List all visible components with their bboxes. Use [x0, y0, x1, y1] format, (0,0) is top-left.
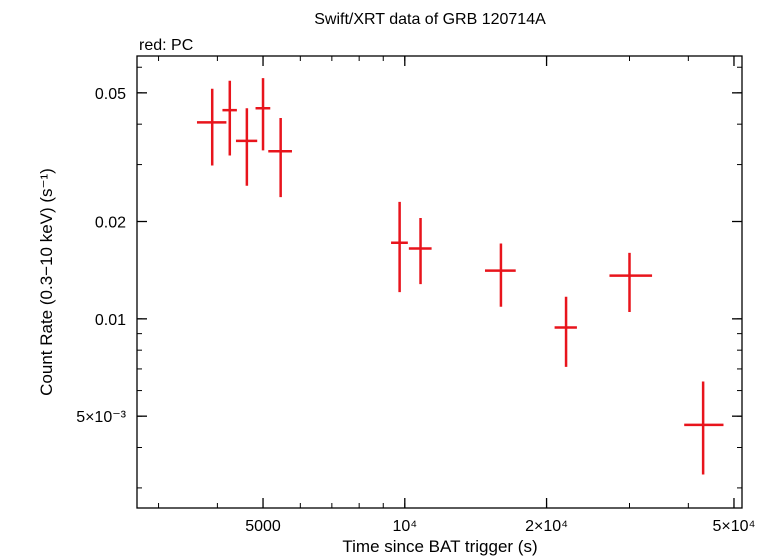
data-point	[684, 381, 724, 475]
data-point	[609, 252, 653, 312]
data-point	[255, 78, 271, 151]
y-axis: 0.05 0.02 0.01 5×10⁻³	[76, 86, 742, 426]
chart-subtitle: red: PC	[139, 37, 193, 54]
data-point	[268, 117, 292, 198]
data-points	[196, 78, 724, 475]
y-tick-label: 5×10⁻³	[76, 409, 126, 426]
data-point	[235, 108, 258, 186]
data-point	[554, 296, 577, 367]
data-point	[391, 201, 408, 293]
x-axis: 5000 10⁴ 2×10⁴ 5×10⁴	[245, 56, 756, 535]
x-tick-label: 10⁴	[392, 518, 417, 535]
x-tick-label: 2×10⁴	[525, 518, 568, 535]
data-point	[484, 243, 516, 307]
data-point	[222, 80, 237, 156]
plot-frame	[136, 55, 743, 509]
x-tick-label: 5000	[245, 518, 281, 535]
y-tick-label: 0.02	[95, 215, 126, 232]
data-point	[196, 88, 227, 166]
y-tick-label: 0.05	[95, 86, 126, 103]
y-axis-label: Count Rate (0.3−10 keV) (s⁻¹)	[37, 168, 56, 396]
y-tick-label: 0.01	[95, 312, 126, 329]
x-axis-label: Time since BAT trigger (s)	[342, 537, 537, 556]
minor-ticks	[137, 56, 742, 508]
x-tick-label: 5×10⁴	[713, 518, 756, 535]
chart-title: Swift/XRT data of GRB 120714A	[314, 11, 546, 28]
data-point	[408, 218, 432, 285]
